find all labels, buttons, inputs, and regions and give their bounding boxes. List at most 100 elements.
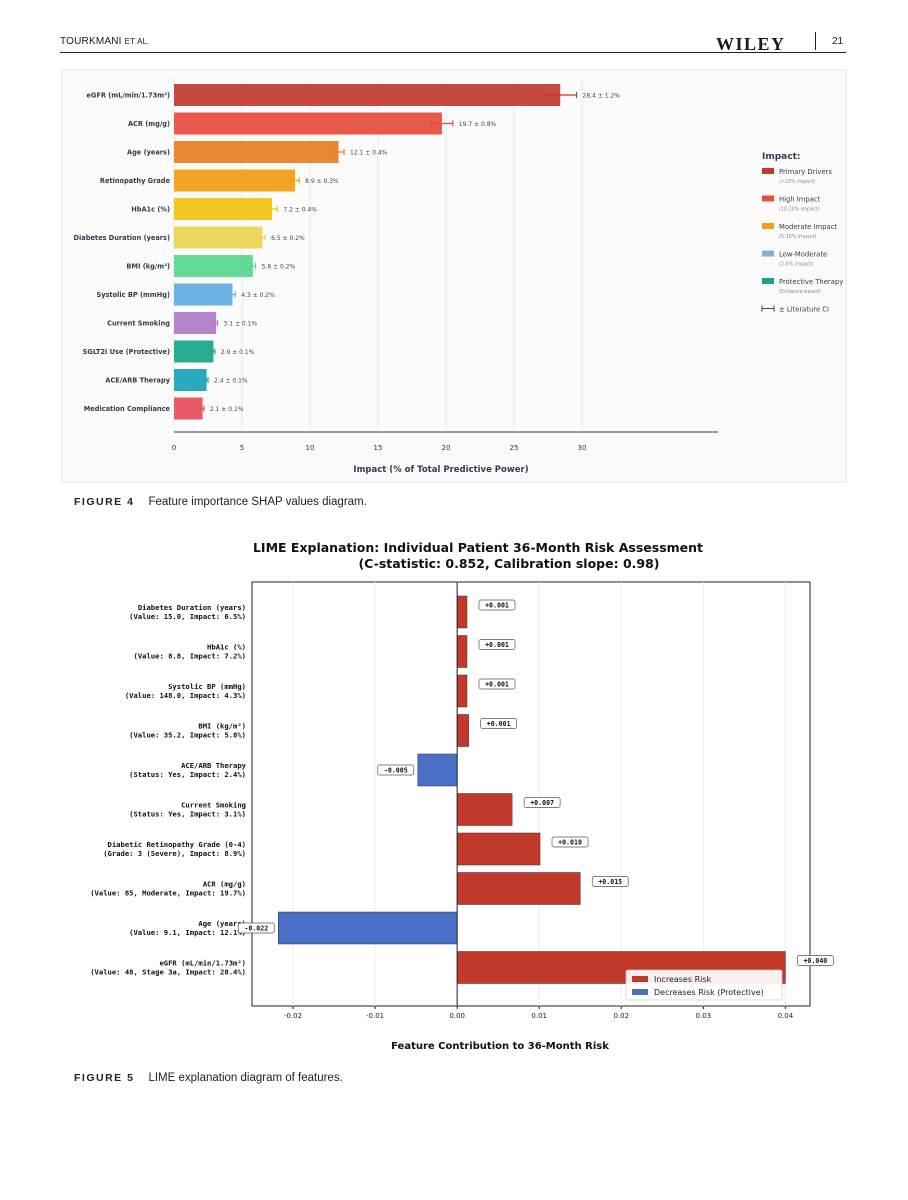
value-label: 28.4 ± 1.2% [583, 93, 621, 100]
x-tick-label: 15 [374, 444, 383, 452]
value-label-box [237, 922, 275, 934]
value-label: +0.040 [803, 957, 827, 965]
header-rule [60, 52, 720, 53]
x-tick-label: -0.01 [366, 1012, 384, 1020]
category-label: Medication Compliance [84, 405, 171, 413]
x-tick-label: 0.01 [531, 1012, 547, 1020]
legend-label: Primary Drivers [779, 168, 832, 176]
x-tick-label: 20 [442, 444, 451, 452]
chart-subtitle: (C-statistic: 0.852, Calibration slope: … [358, 556, 659, 571]
x-tick-label: -0.02 [284, 1012, 302, 1020]
bar [174, 397, 203, 420]
value-label: 5.8 ± 0.2% [262, 264, 296, 271]
bar-increase [456, 832, 541, 866]
x-axis-title: Impact (% of Total Predictive Power) [353, 465, 528, 475]
value-label: 3.1 ± 0.1% [224, 321, 258, 328]
category-detail: (Value: 48, Stage 3a, Impact: 28.4%) [90, 968, 246, 977]
lime-explanation-chart: LIME Explanation: Individual Patient 36-… [90, 540, 834, 1052]
author-name: TOURKMANI [60, 36, 122, 47]
category-name: ACE/ARB Therapy [181, 761, 247, 770]
shap-importance-chart: eGFR (mL/min/1.73m²) ACR (mg/g) Age (years… [61, 69, 847, 483]
legend-swatch [762, 168, 774, 174]
x-tick-label: 0.02 [613, 1012, 629, 1020]
value-label: 2.1 ± 0.1% [210, 406, 244, 413]
et-al: ET AL. [124, 37, 150, 46]
legend-sublabel: (5-10% impact) [779, 234, 816, 240]
value-label: 2.4 ± 0.1% [214, 378, 248, 385]
category-name: Age (years) [198, 919, 246, 928]
figure-4-caption: FIGURE 4 Feature importance SHAP values d… [74, 496, 367, 508]
x-tick-label: 0.00 [449, 1012, 465, 1020]
bar [174, 283, 233, 306]
value-labels: 28.4 ± 1.2% 19.7 ± 0.8% 12.1 ± 0.4% 8.9 ± 0… [210, 93, 620, 414]
figure-5-label: FIGURE 5 [74, 1072, 135, 1084]
bar [174, 226, 263, 249]
legend-swatch [632, 989, 648, 995]
category-name: ACR (mg/g) [203, 880, 246, 889]
value-label-box [591, 876, 629, 887]
x-tick-label: 25 [510, 444, 519, 452]
category-detail: (Value: 85, Moderate, Impact: 19.7%) [90, 889, 246, 898]
bar [174, 169, 296, 192]
category-name: HbA1c (%) [207, 643, 246, 652]
category-label: ACE/ARB Therapy [105, 377, 170, 385]
x-tick-label: 0 [172, 444, 176, 452]
category-detail: (Status: Yes, Impact: 3.1%) [129, 810, 246, 819]
value-label: -0.005 [384, 767, 408, 775]
legend-sublabel: (Evidence-based) [779, 289, 821, 295]
publisher-logo: WILEY [716, 34, 786, 54]
x-axis: 0 5 10 15 20 25 30 [172, 431, 718, 452]
bar [174, 84, 561, 106]
category-label: Retinopathy Grade [100, 177, 171, 185]
category-label: SGLT2i Use (Protective) [83, 348, 170, 356]
category-name: Diabetes Duration (years) [138, 603, 246, 612]
value-label-box [797, 955, 834, 966]
legend-sublabel: (>20% impact) [779, 179, 816, 185]
value-label: 8.9 ± 0.3% [305, 178, 339, 185]
value-label-box [377, 764, 415, 776]
bar-decrease [278, 911, 458, 945]
category-label: Diabetes Duration (years) [74, 234, 170, 242]
legend-label: High Impact [779, 196, 821, 204]
page-number: 21 [832, 36, 844, 47]
category-name: Current Smoking [181, 801, 246, 810]
category-label: Systolic BP (mmHg) [96, 291, 170, 299]
category-name: Diabetic Retinopathy Grade (0-4) [108, 840, 246, 849]
category-labels: eGFR (mL/min/1.73m²) ACR (mg/g) Age (years… [74, 92, 171, 414]
legend-label: Moderate Impact [779, 223, 837, 231]
value-label: 7.2 ± 0.4% [283, 207, 317, 214]
bar-increase [456, 714, 469, 747]
bar-increase [456, 872, 581, 905]
category-label: Current Smoking [107, 320, 170, 328]
value-label: 19.7 ± 0.8% [459, 121, 497, 128]
bar [174, 340, 214, 363]
chart-title: LIME Explanation: Individual Patient 36-… [253, 540, 703, 555]
category-name: BMI (kg/m²) [198, 722, 246, 731]
bar-increase [456, 595, 468, 629]
legend-label: ± Literature CI [779, 306, 829, 314]
value-label: 2.9 ± 0.1% [221, 349, 255, 356]
legend-swatch [762, 195, 774, 202]
value-label: 6.5 ± 0.2% [271, 235, 305, 242]
legend-swatch [632, 976, 648, 982]
x-tick-label: 30 [578, 444, 587, 452]
figure-4-label: FIGURE 4 [74, 496, 135, 508]
bar [174, 312, 217, 334]
category-label: Age (years) [127, 149, 170, 157]
value-label: +0.010 [558, 839, 582, 847]
legend-swatch [762, 278, 774, 284]
legend-title: Impact: [762, 152, 800, 162]
legend-swatch [762, 223, 774, 229]
category-name: Systolic BP (mmHg) [168, 682, 246, 691]
legend: Impact: Primary Drivers (>20% impact) High … [761, 152, 843, 314]
bar [174, 112, 442, 135]
legend-label: Low-Moderate [779, 251, 827, 259]
legend-sublabel: (10-20% impact) [779, 207, 819, 213]
value-label: +0.001 [485, 602, 509, 610]
bar [174, 198, 272, 220]
category-detail: (Status: Yes, Impact: 2.4%) [129, 770, 246, 779]
x-tick-label: 0.04 [778, 1012, 794, 1020]
category-detail: (Value: 9.1, Impact: 12.1%) [129, 928, 246, 937]
bar [174, 369, 207, 391]
value-label-box [551, 836, 589, 848]
